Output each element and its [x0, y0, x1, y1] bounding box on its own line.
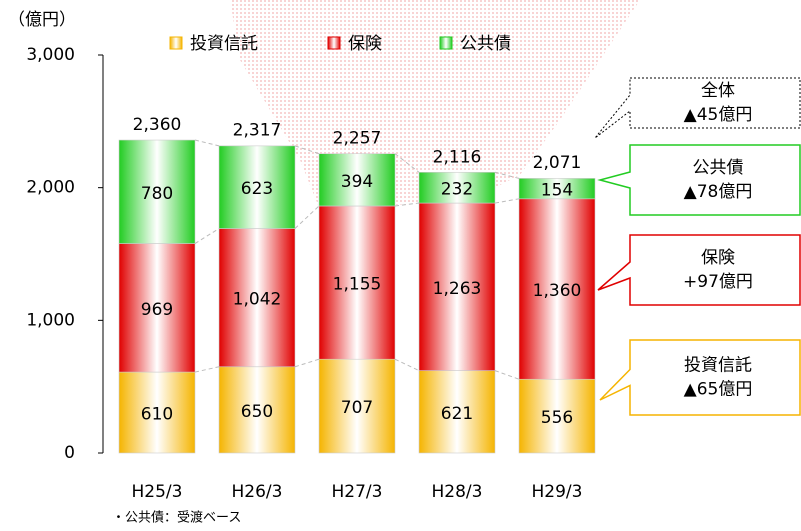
legend-label: 保険 [348, 34, 382, 54]
bar-segment [318, 358, 396, 454]
callout-change: ▲45億円 [684, 105, 753, 125]
connector [294, 145, 320, 155]
value-label: 610 [141, 405, 173, 425]
value-label: 1,263 [433, 279, 482, 299]
connector [394, 153, 420, 173]
y-tick-label: 0 [64, 443, 75, 463]
value-label: 623 [241, 179, 273, 199]
callout [594, 77, 801, 139]
value-label: 969 [141, 300, 173, 320]
bar-segment [118, 243, 196, 373]
x-tick-label: H27/3 [332, 482, 383, 502]
x-tick-label: H28/3 [432, 482, 483, 502]
x-tick-label: H25/3 [132, 482, 183, 502]
legend-swatch [327, 36, 341, 50]
value-label: 650 [241, 402, 273, 422]
total-label: 2,257 [333, 129, 382, 149]
legend-swatch [169, 36, 183, 50]
bar-segment [218, 145, 296, 229]
connector [494, 198, 520, 204]
callout-title: 公共債 [693, 158, 744, 178]
bar-segment [518, 178, 596, 200]
value-label: 621 [441, 404, 473, 424]
y-tick-label: 3,000 [26, 45, 75, 65]
total-label: 2,071 [533, 153, 582, 173]
bar-segment [418, 171, 496, 204]
legend-swatch [439, 36, 453, 50]
legend-label: 投資信託 [190, 34, 258, 54]
y-tick-label: 1,000 [26, 310, 75, 330]
connector [194, 228, 220, 244]
value-label: 780 [141, 184, 173, 204]
bar-segment [218, 228, 296, 368]
value-label: 232 [441, 180, 473, 200]
y-axis-label: （億円） [8, 10, 76, 30]
callout-title: 全体 [701, 81, 735, 101]
total-label: 2,317 [233, 121, 282, 141]
value-label: 556 [541, 408, 573, 428]
bar-segment [518, 198, 596, 380]
legend-label: 公共債 [460, 34, 511, 54]
connector [294, 205, 320, 229]
bar-segment [218, 366, 296, 454]
connector [194, 139, 220, 147]
total-label: 2,116 [433, 147, 482, 167]
connector [494, 370, 520, 380]
bar-segment [418, 370, 496, 454]
bar-segment [118, 139, 196, 244]
y-tick-label: 2,000 [26, 178, 75, 198]
footnote: ・公共債：受渡ベース [112, 510, 241, 526]
callout [599, 339, 801, 416]
callout [597, 144, 801, 216]
bar-segment [318, 153, 396, 207]
bar-segment [418, 202, 496, 371]
x-tick-label: H29/3 [532, 482, 583, 502]
bar-segment [518, 378, 596, 454]
callout-change: +97億円 [683, 272, 753, 292]
callout-title: 投資信託 [684, 356, 752, 376]
total-label: 2,360 [133, 115, 182, 135]
callout-change: ▲78億円 [684, 182, 753, 202]
bar-segment [318, 205, 396, 360]
callout-title: 保険 [701, 248, 735, 268]
value-label: 707 [341, 398, 373, 418]
callout [597, 234, 801, 306]
connector [194, 366, 220, 373]
callout-change: ▲65億円 [684, 380, 753, 400]
value-label: 394 [341, 172, 373, 192]
value-label: 154 [541, 181, 573, 201]
connector [394, 358, 420, 372]
x-tick-label: H26/3 [232, 482, 283, 502]
value-label: 1,155 [333, 275, 382, 295]
value-label: 1,360 [533, 281, 582, 301]
connector [294, 358, 320, 368]
value-label: 1,042 [233, 290, 282, 310]
